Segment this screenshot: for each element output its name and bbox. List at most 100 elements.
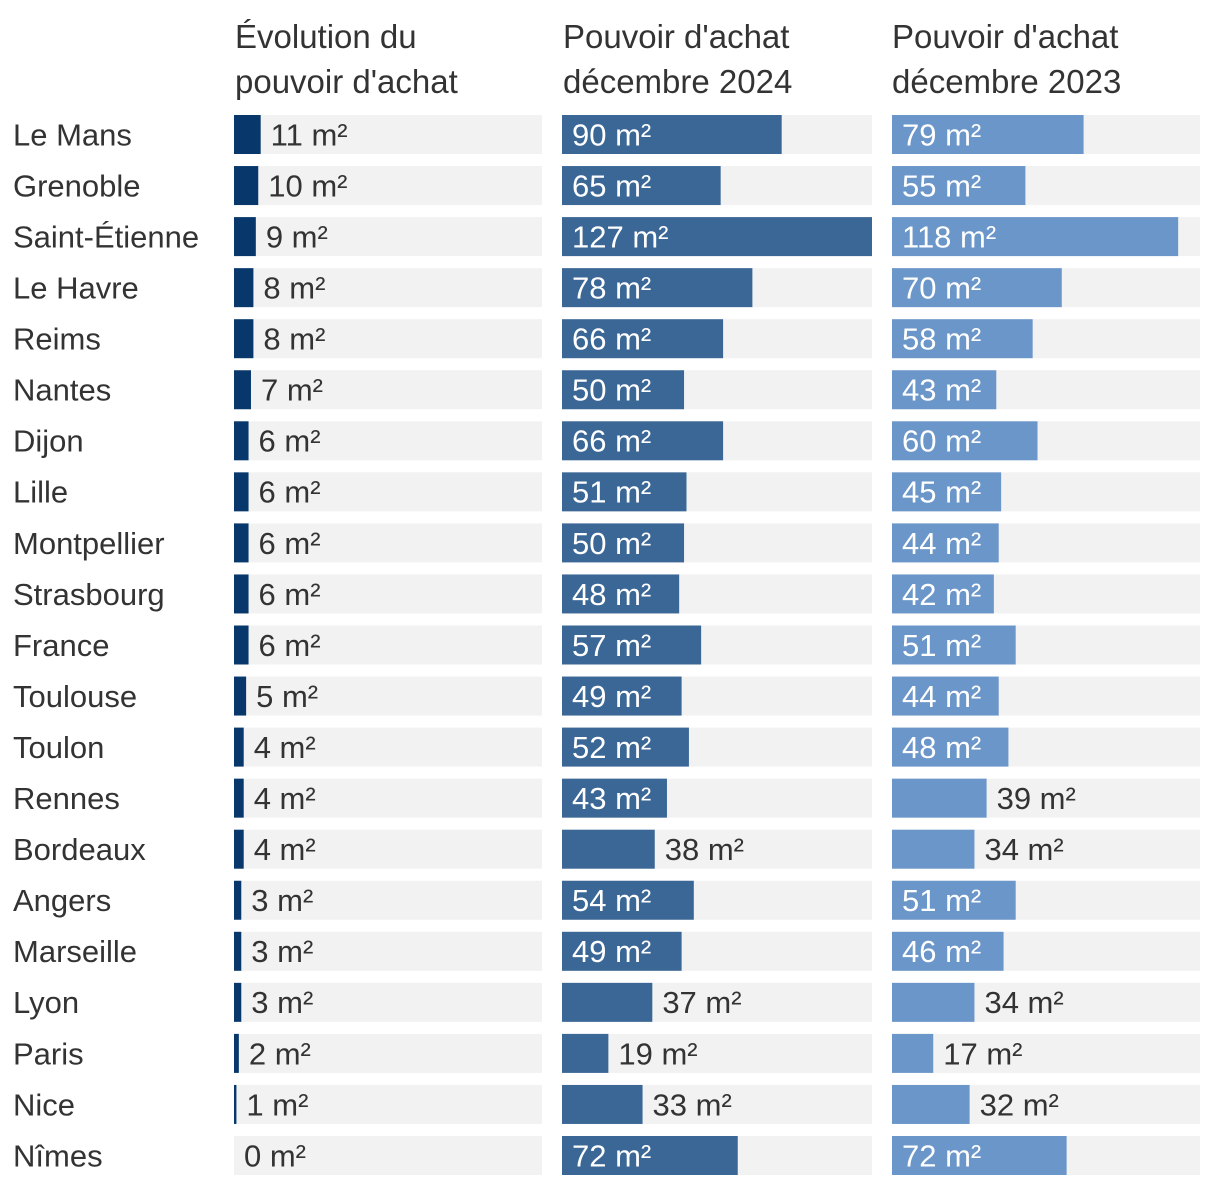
bar — [562, 931, 682, 971]
header-evolution: Évolution du pouvoir d'achat — [235, 14, 458, 104]
city-label: Reims — [13, 322, 101, 357]
bar — [562, 574, 680, 614]
bar-track — [234, 370, 542, 410]
bar — [562, 982, 653, 1022]
value-label: 51 m² — [902, 628, 981, 663]
value-label: 57 m² — [572, 628, 651, 663]
bar — [234, 778, 244, 818]
bar — [562, 217, 872, 257]
value-label: 5 m² — [256, 679, 318, 714]
value-label: 9 m² — [266, 219, 328, 254]
bar — [234, 1033, 239, 1073]
bar — [562, 829, 655, 869]
city-label: Marseille — [13, 934, 137, 969]
bar-track — [234, 421, 542, 461]
city-label: Bordeaux — [13, 832, 146, 867]
bar — [562, 523, 685, 563]
value-label: 3 m² — [251, 883, 313, 918]
bar-track — [234, 931, 542, 971]
value-label: 78 m² — [572, 271, 651, 306]
bar — [892, 625, 1016, 665]
value-label: 44 m² — [902, 526, 981, 561]
bar — [892, 982, 975, 1022]
value-label: 55 m² — [902, 168, 981, 203]
value-label: 32 m² — [980, 1087, 1059, 1122]
bar — [892, 1084, 970, 1124]
city-label: Strasbourg — [13, 577, 165, 612]
bar — [562, 778, 667, 818]
bar — [892, 115, 1084, 154]
value-label: 44 m² — [902, 679, 981, 714]
header-dec2023-line2: décembre 2023 — [892, 63, 1122, 100]
value-label: 39 m² — [997, 781, 1076, 816]
bar-track — [234, 472, 542, 512]
bar — [562, 727, 689, 767]
value-label: 8 m² — [263, 322, 325, 357]
bar — [892, 166, 1026, 206]
bar — [234, 217, 256, 257]
value-label: 43 m² — [902, 373, 981, 408]
value-label: 50 m² — [572, 373, 651, 408]
bar — [892, 676, 999, 716]
bar — [234, 1084, 237, 1124]
bar — [234, 523, 249, 563]
bar-track — [234, 778, 542, 818]
bar — [562, 472, 687, 512]
city-label: Lille — [13, 475, 68, 510]
bar-track — [234, 523, 542, 563]
city-label: Nantes — [13, 373, 111, 408]
city-label: Angers — [13, 883, 111, 918]
bar-track — [234, 115, 542, 154]
city-label: Rennes — [13, 781, 120, 816]
value-label: 6 m² — [259, 628, 321, 663]
bar — [892, 727, 1009, 767]
bar-track — [234, 625, 542, 665]
bar — [234, 931, 242, 971]
city-label: Nîmes — [13, 1138, 103, 1173]
bar — [234, 676, 247, 716]
value-label: 0 m² — [244, 1138, 306, 1173]
bar — [234, 115, 261, 154]
bar — [234, 574, 249, 614]
bar — [562, 166, 721, 206]
header-evolution-line2: pouvoir d'achat — [235, 63, 458, 100]
value-label: 50 m² — [572, 526, 651, 561]
value-label: 33 m² — [653, 1087, 732, 1122]
bar — [562, 421, 724, 461]
value-label: 4 m² — [254, 730, 316, 765]
value-label: 4 m² — [254, 832, 316, 867]
value-label: 37 m² — [662, 985, 741, 1020]
value-label: 52 m² — [572, 730, 651, 765]
value-label: 38 m² — [665, 832, 744, 867]
bar — [234, 166, 259, 206]
bar — [562, 1084, 643, 1124]
city-label: Le Havre — [13, 271, 139, 306]
value-label: 19 m² — [618, 1036, 697, 1071]
bar — [234, 625, 249, 665]
bar — [892, 319, 1033, 359]
city-label: Saint-Étienne — [13, 219, 199, 254]
bar-track — [234, 319, 542, 359]
header-evolution-line1: Évolution du — [235, 18, 417, 55]
bar-track — [234, 574, 542, 614]
bar — [234, 472, 249, 512]
header-dec2023-line1: Pouvoir d'achat — [892, 18, 1119, 55]
value-label: 6 m² — [259, 424, 321, 459]
bar — [234, 421, 249, 461]
value-label: 45 m² — [902, 475, 981, 510]
value-label: 65 m² — [572, 168, 651, 203]
bar — [234, 268, 254, 308]
value-label: 58 m² — [902, 322, 981, 357]
value-label: 127 m² — [572, 219, 668, 254]
city-label: Dijon — [13, 424, 84, 459]
bar — [892, 778, 987, 818]
bar — [892, 472, 1002, 512]
bar — [892, 268, 1062, 308]
city-label: Toulouse — [13, 679, 137, 714]
value-label: 6 m² — [259, 475, 321, 510]
value-label: 51 m² — [572, 475, 651, 510]
bar — [892, 370, 997, 410]
value-label: 49 m² — [572, 934, 651, 969]
value-label: 66 m² — [572, 424, 651, 459]
